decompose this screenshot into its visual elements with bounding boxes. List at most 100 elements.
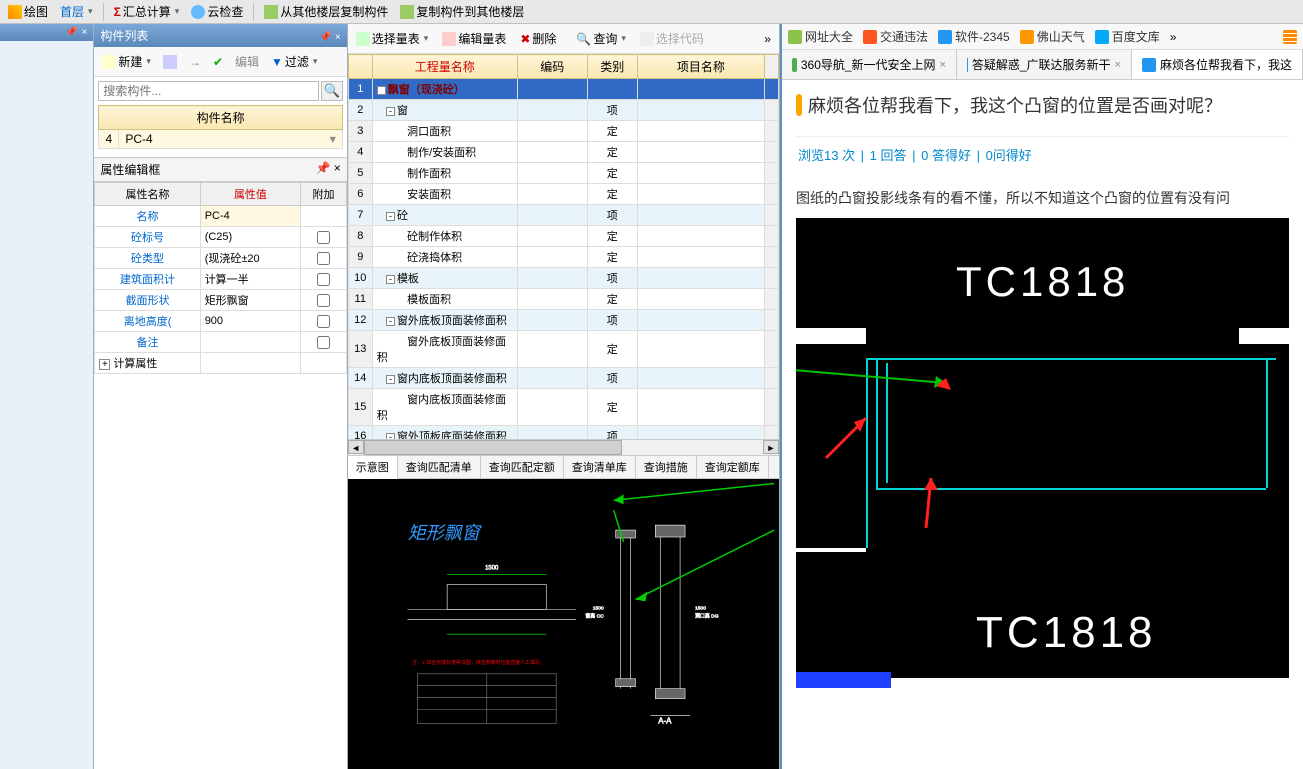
- floor-dropdown[interactable]: 首层: [56, 1, 97, 22]
- expand-icon[interactable]: »: [760, 30, 775, 48]
- pin-icon[interactable]: 📌: [315, 161, 330, 175]
- table-row[interactable]: 3 洞口面积定: [348, 121, 778, 142]
- table-row[interactable]: 离地高度(900: [95, 311, 346, 332]
- table-row[interactable]: 11 模板面积定: [348, 289, 778, 310]
- left-panel-header: 📌 ×: [0, 24, 93, 41]
- search-input[interactable]: [98, 81, 318, 101]
- cloud-check-btn[interactable]: 云检查: [187, 1, 247, 22]
- table-row[interactable]: 4 PC-4: [99, 130, 342, 149]
- copy-to-btn[interactable]: 复制构件到其他楼层: [396, 1, 528, 22]
- checkbox[interactable]: [317, 231, 330, 244]
- table-row[interactable]: 1-飘窗（现浇砼）: [348, 79, 778, 100]
- bookmark-item[interactable]: 软件-2345: [938, 28, 1010, 45]
- table-row[interactable]: 8 砼制作体积定: [348, 226, 778, 247]
- forward-icon[interactable]: →: [185, 53, 205, 71]
- edit-check-icon[interactable]: ✔: [209, 53, 227, 71]
- table-row[interactable]: 建筑面积计计算一半: [95, 269, 346, 290]
- table-row[interactable]: 12 -窗外底板顶面装修面积项: [348, 310, 778, 331]
- table-row[interactable]: 7 -砼项: [348, 205, 778, 226]
- copy-from-btn[interactable]: 从其他楼层复制构件: [260, 1, 392, 22]
- table-row[interactable]: 备注: [95, 332, 346, 353]
- table-row[interactable]: 名称PC-4: [95, 206, 346, 227]
- select-code-btn[interactable]: 选择代码: [636, 28, 708, 49]
- sum-calc-btn[interactable]: Σ 汇总计算: [110, 1, 184, 22]
- table-row[interactable]: 14 -窗内底板顶面装修面积项: [348, 368, 778, 389]
- property-editor: 属性编辑框 📌 × 属性名称 属性值 附加 名称PC-4 砼标号(C25) 砼类…: [94, 157, 346, 374]
- scroll-right-icon[interactable]: ►: [763, 440, 779, 454]
- bookmark-item[interactable]: 百度文库: [1095, 28, 1160, 45]
- component-name-cell[interactable]: PC-4: [119, 130, 342, 149]
- filter-btn[interactable]: ▼ 过滤: [267, 51, 321, 72]
- tab-schematic[interactable]: 示意图: [348, 456, 398, 479]
- checkbox[interactable]: [317, 315, 330, 328]
- bookmark-item[interactable]: 网址大全: [788, 28, 853, 45]
- edit-table-btn[interactable]: 编辑量表: [438, 28, 510, 49]
- favicon-icon: [792, 58, 797, 72]
- svg-text:洞口高 DG: 洞口高 DG: [695, 612, 719, 619]
- query-btn[interactable]: 🔍查询: [572, 28, 630, 49]
- delete-btn[interactable]: ✖删除: [516, 28, 560, 49]
- checkbox[interactable]: [317, 294, 330, 307]
- table-row[interactable]: 15 窗内底板顶面装修面积定: [348, 389, 778, 426]
- checkbox[interactable]: [317, 252, 330, 265]
- tree-toggle-icon[interactable]: -: [386, 107, 395, 116]
- scroll-left-icon[interactable]: ◄: [348, 440, 364, 454]
- more-bookmarks[interactable]: »: [1170, 30, 1177, 44]
- tab-close-icon[interactable]: ×: [1115, 59, 1121, 71]
- new-component-btn[interactable]: 新建: [98, 51, 155, 72]
- qty-type: 项: [587, 310, 637, 331]
- horizontal-scrollbar[interactable]: ◄ ►: [348, 439, 779, 455]
- checkbox[interactable]: [317, 273, 330, 286]
- copy-icon[interactable]: [159, 53, 181, 71]
- tree-toggle-icon[interactable]: -: [386, 212, 395, 221]
- search-button[interactable]: 🔍: [321, 81, 343, 101]
- grid-icon[interactable]: [1283, 30, 1297, 44]
- table-row[interactable]: 砼类型(现浇砼±20: [95, 248, 346, 269]
- table-row[interactable]: 砼标号(C25): [95, 227, 346, 248]
- cad-label: TC1818: [976, 608, 1157, 658]
- table-row[interactable]: 5 制作面积定: [348, 163, 778, 184]
- question-title: 麻烦各位帮我看下，我这个凸窗的位置是否画对呢？: [796, 92, 1289, 118]
- tab-match-list[interactable]: 查询匹配清单: [398, 456, 481, 478]
- table-row[interactable]: 16 -窗外顶板底面装修面积项: [348, 426, 778, 439]
- favicon-icon: [1142, 58, 1156, 72]
- table-row[interactable]: 4 制作/安装面积定: [348, 142, 778, 163]
- tree-toggle-icon[interactable]: -: [386, 375, 395, 384]
- checkbox[interactable]: [317, 336, 330, 349]
- pin-icon[interactable]: 📌: [65, 27, 77, 38]
- tab-list-lib[interactable]: 查询清单库: [564, 456, 636, 478]
- select-table-btn[interactable]: 选择量表: [352, 28, 433, 49]
- expand-icon[interactable]: +: [99, 359, 110, 370]
- draw-btn[interactable]: 绘图: [4, 1, 52, 22]
- qty-type: [587, 79, 637, 100]
- close-icon[interactable]: ×: [82, 27, 88, 38]
- tree-toggle-icon[interactable]: -: [386, 317, 395, 326]
- tree-toggle-icon[interactable]: -: [386, 275, 395, 284]
- table-row[interactable]: 10 -模板项: [348, 268, 778, 289]
- row-number: 1: [348, 79, 372, 100]
- table-row[interactable]: 9 砼浇捣体积定: [348, 247, 778, 268]
- tab-quota-lib[interactable]: 查询定额库: [697, 456, 769, 478]
- tree-toggle-icon[interactable]: -: [377, 86, 386, 95]
- table-row[interactable]: 13 窗外底板顶面装修面积定: [348, 331, 778, 368]
- table-row[interactable]: +计算属性: [95, 353, 346, 374]
- edit-btn[interactable]: 编辑: [231, 51, 263, 72]
- bookmark-item[interactable]: 交通违法: [863, 28, 928, 45]
- bookmark-item[interactable]: 佛山天气: [1020, 28, 1085, 45]
- scroll-thumb[interactable]: [364, 440, 623, 455]
- tab-close-icon[interactable]: ×: [940, 59, 946, 71]
- browser-tab[interactable]: 360导航_新一代安全上网×: [782, 50, 957, 79]
- close-icon[interactable]: ×: [335, 32, 341, 43]
- table-row[interactable]: 截面形状矩形飘窗: [95, 290, 346, 311]
- browser-tab[interactable]: 答疑解惑_广联达服务新干×: [957, 50, 1132, 79]
- table-row[interactable]: 2 -窗项: [348, 100, 778, 121]
- browser-tab[interactable]: 麻烦各位帮我看下，我这: [1132, 50, 1303, 79]
- pin-icon[interactable]: 📌: [319, 32, 331, 43]
- select-icon: [356, 32, 370, 46]
- qty-type: 定: [587, 247, 637, 268]
- tab-match-quota[interactable]: 查询匹配定额: [481, 456, 564, 478]
- table-row[interactable]: 6 安装面积定: [348, 184, 778, 205]
- question-stats: 浏览13 次 | 1 回答 | 0 答得好 | 0问得好: [796, 136, 1289, 172]
- close-icon[interactable]: ×: [334, 161, 341, 175]
- tab-measures[interactable]: 查询措施: [636, 456, 697, 478]
